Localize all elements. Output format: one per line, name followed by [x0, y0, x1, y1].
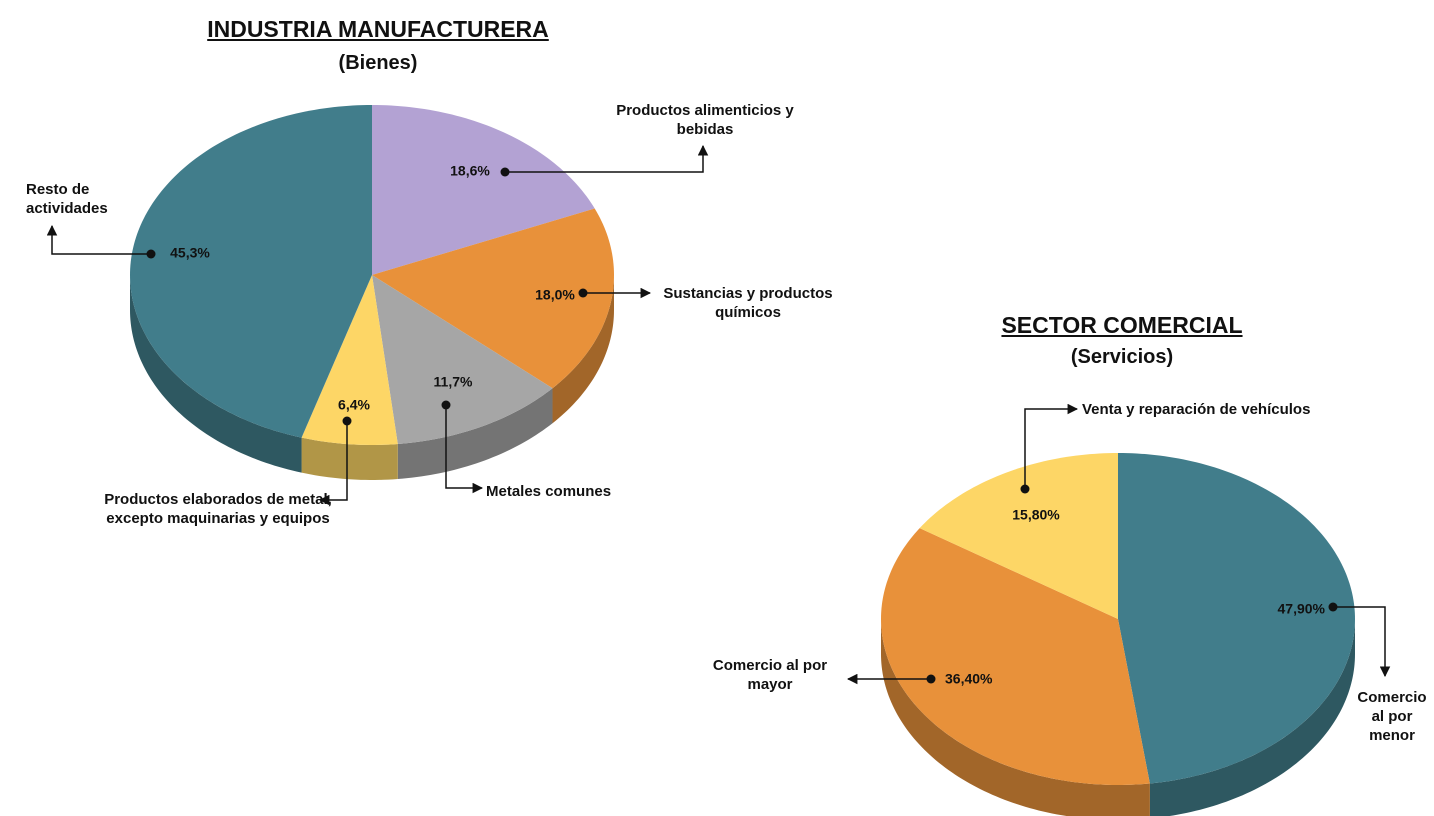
category-label: Comercio al por menor [1357, 689, 1427, 744]
pie-slice [919, 453, 1118, 619]
leader-line [318, 421, 348, 506]
value-label: 45,3% [170, 245, 210, 261]
pie-side [552, 275, 614, 424]
chart-subtitle: (Servicios) [1070, 346, 1174, 368]
leader-dot [342, 416, 352, 426]
category-label: Productos elaborados de metal, excepto m… [104, 491, 332, 527]
value-label: 18,0% [535, 287, 575, 303]
leader-line [505, 144, 709, 173]
pie-side [1149, 619, 1355, 816]
category-label: Resto de actividades [26, 181, 108, 217]
value-label: 18,6% [450, 163, 490, 179]
value-label: 11,7% [434, 374, 473, 390]
pie-side [881, 619, 1150, 816]
leader-dot [1020, 484, 1030, 494]
leader-line [46, 224, 151, 255]
pie-slice [372, 105, 595, 275]
value-label: 6,4% [338, 397, 370, 413]
leader-dot [146, 249, 156, 259]
pie-side [130, 275, 302, 473]
leader-dot [500, 167, 510, 177]
chart-title: SECTOR COMERCIAL [1001, 312, 1243, 338]
chart-title: INDUSTRIA MANUFACTURERA [207, 16, 549, 42]
pie-slice [130, 105, 372, 438]
leader-dot [441, 400, 451, 410]
leader-line [445, 405, 484, 494]
category-label: Venta y reparación de vehículos [1082, 401, 1311, 418]
category-label: Metales comunes [486, 483, 612, 500]
pie-side [397, 388, 553, 480]
category-label: Comercio al por mayor [712, 657, 828, 693]
chart-subtitle: (Bienes) [338, 52, 418, 74]
pie-side [301, 437, 398, 480]
pie-slice [372, 208, 614, 389]
leader-dot [926, 674, 936, 684]
pie-slice [301, 275, 398, 445]
pie-slice [881, 528, 1150, 785]
pie-slice [1118, 453, 1355, 784]
leader-line [1333, 606, 1391, 678]
value-label: 36,40% [945, 671, 993, 687]
leader-dot [1328, 602, 1338, 612]
leader-dot [578, 288, 588, 298]
category-label: Sustancias y productos químicos [663, 285, 833, 321]
category-label: Productos alimenticios y bebidas [616, 102, 794, 138]
value-label: 47,90% [1278, 601, 1326, 617]
value-label: 15,80% [1012, 507, 1060, 523]
pie-slice [372, 275, 553, 445]
leader-line [1024, 403, 1079, 489]
